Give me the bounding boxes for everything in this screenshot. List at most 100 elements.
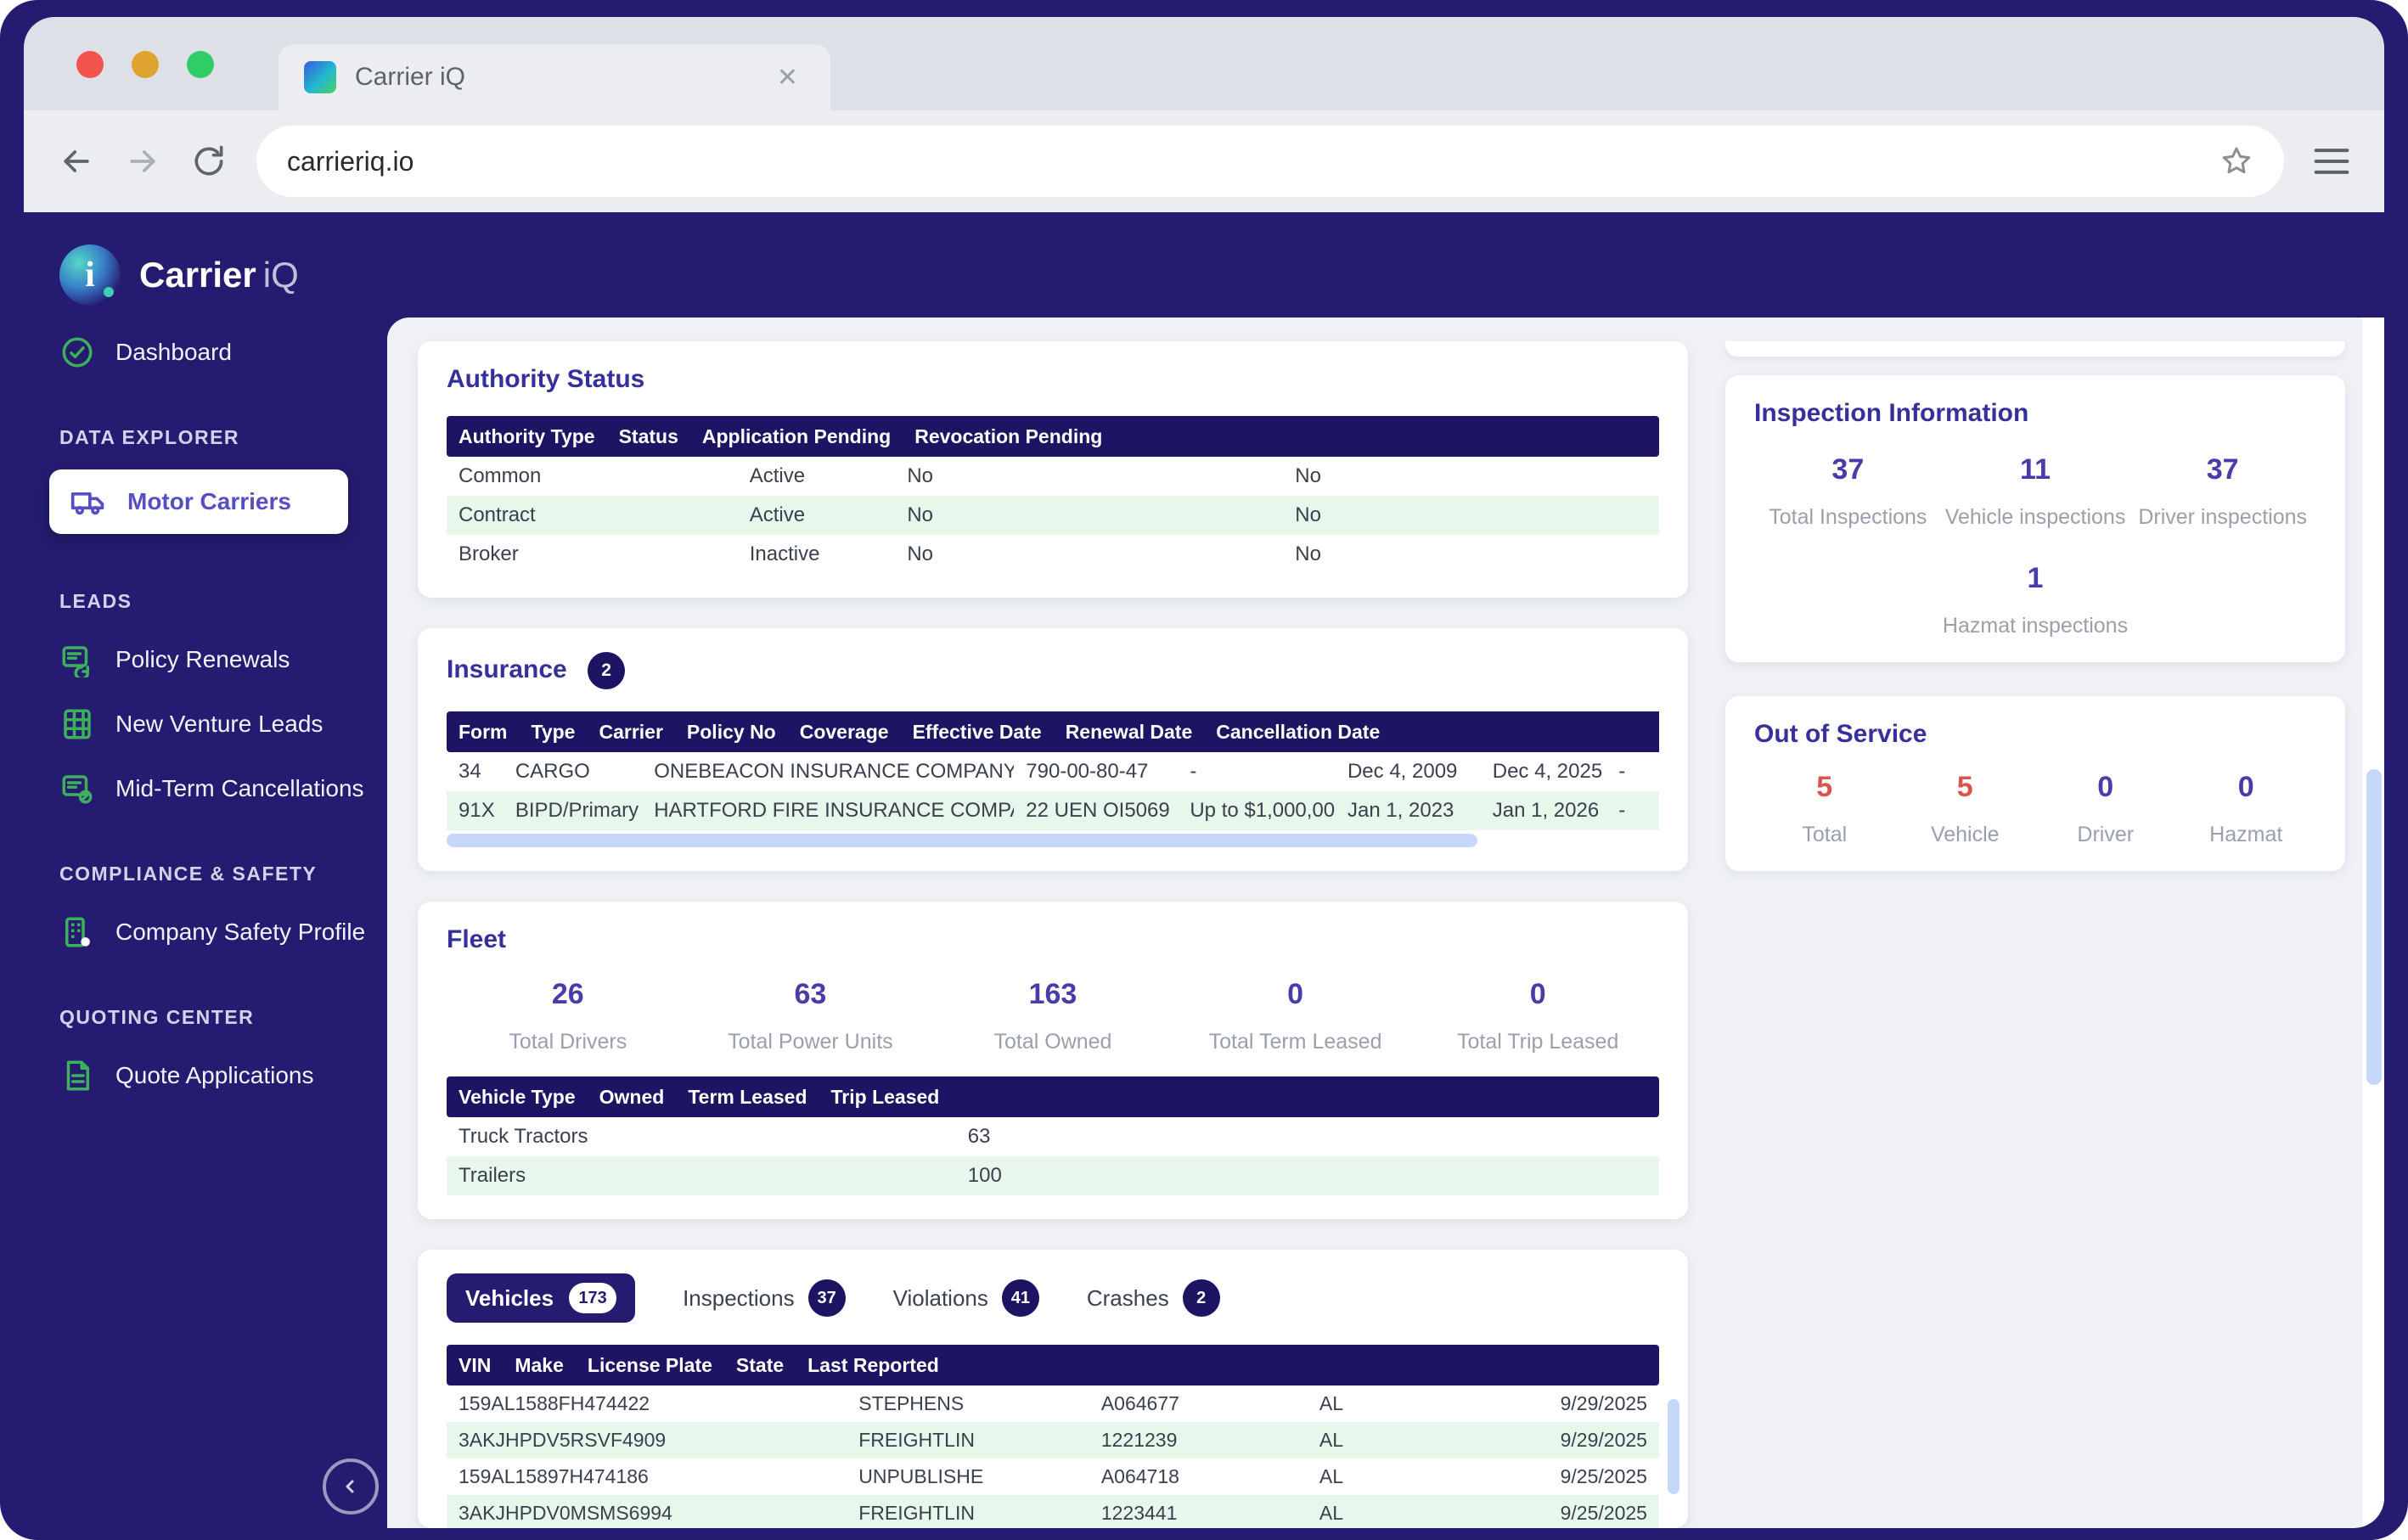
reload-icon[interactable] bbox=[190, 143, 228, 180]
sidebar-item-mid-term-cancellations[interactable]: Mid-Term Cancellations bbox=[59, 771, 387, 807]
table-header-cell: Application Pending bbox=[690, 425, 903, 448]
browser-tab[interactable]: Carrier iQ ✕ bbox=[278, 44, 830, 110]
table-cell: Jan 1, 2023 bbox=[1336, 799, 1481, 823]
table-cell: 159AL1588FH474422 bbox=[447, 1392, 847, 1415]
tab-inspections[interactable]: Inspections 37 bbox=[683, 1279, 846, 1317]
table-cell: 9/25/2025 bbox=[1489, 1465, 1659, 1488]
table-cell: No bbox=[895, 542, 1283, 566]
tab-title: Carrier iQ bbox=[355, 63, 770, 92]
stat-value: 0 bbox=[2176, 771, 2317, 804]
table-cell: Common bbox=[447, 464, 738, 488]
table-cell: CARGO bbox=[504, 760, 642, 784]
url-text: carrieriq.io bbox=[287, 146, 2220, 177]
insurance-table: FormTypeCarrierPolicy NoCoverageEffectiv… bbox=[447, 711, 1659, 830]
brand: i CarrieriQ bbox=[59, 244, 387, 306]
table-row: Truck Tractors 63 bbox=[447, 1117, 1659, 1156]
table-cell: UNPUBLISHE bbox=[847, 1465, 1089, 1488]
table-header-cell: Form bbox=[447, 721, 520, 744]
back-icon[interactable] bbox=[58, 143, 95, 180]
table-header-cell: Coverage bbox=[788, 721, 901, 744]
sidebar-item-company-safety-profile[interactable]: Company Safety Profile bbox=[59, 914, 387, 950]
insurance-table-viewport: FormTypeCarrierPolicy NoCoverageEffectiv… bbox=[447, 689, 1659, 830]
carrier-iq-app: i CarrieriQ Dashboard DATA EXPLORER Moto… bbox=[24, 212, 2384, 1528]
stat-value: 26 bbox=[447, 978, 689, 1011]
table-cell: Broker bbox=[447, 542, 738, 566]
stat-label: Total Term Leased bbox=[1174, 1030, 1417, 1054]
authority-status-table: Authority TypeStatusApplication PendingR… bbox=[447, 416, 1659, 574]
stat-block: 26 Total Drivers bbox=[447, 978, 689, 1054]
inspection-stats: 37 Total Inspections 11 Vehicle inspecti… bbox=[1754, 453, 2316, 530]
table-cell: No bbox=[1283, 464, 1659, 488]
table-header-cell: Term Leased bbox=[676, 1086, 819, 1109]
stat-label: Driver inspections bbox=[2129, 505, 2316, 530]
stat-label: Total Drivers bbox=[447, 1030, 689, 1054]
grid-table-icon bbox=[59, 706, 95, 742]
bookmark-star-icon[interactable] bbox=[2220, 144, 2253, 178]
table-cell: 790-00-80-47 bbox=[1014, 760, 1178, 784]
table-cell: FREIGHTLIN bbox=[847, 1502, 1089, 1525]
table-cell: 159AL15897H474186 bbox=[447, 1465, 847, 1488]
table-header-cell: Last Reported bbox=[796, 1354, 951, 1377]
table-body: Truck Tractors 63 Trailers 100 bbox=[447, 1117, 1659, 1195]
right-column: Inspection Information 37 Total Inspecti… bbox=[1725, 341, 2345, 1528]
sidebar-item-dashboard[interactable]: Dashboard bbox=[59, 334, 387, 370]
table-cell: FREIGHTLIN bbox=[847, 1429, 1089, 1452]
insurance-title: Insurance bbox=[447, 655, 567, 683]
table-cell: ONEBEACON INSURANCE COMPANY bbox=[642, 760, 1014, 784]
sidebar-heading-data-explorer: DATA EXPLORER bbox=[59, 426, 387, 449]
table-cell: No bbox=[1283, 503, 1659, 527]
stat-block: 63 Total Power Units bbox=[689, 978, 932, 1054]
sidebar-item-quote-applications[interactable]: Quote Applications bbox=[59, 1058, 387, 1093]
tab-count-badge: 173 bbox=[569, 1283, 616, 1313]
table-row: Broker Inactive No No bbox=[447, 535, 1659, 574]
table-header-row: Vehicle TypeOwnedTerm LeasedTrip Leased bbox=[447, 1076, 1659, 1117]
tab-count-badge: 2 bbox=[1183, 1279, 1220, 1317]
stat-block: 5 Vehicle bbox=[1895, 771, 2036, 847]
table-header-cell: Authority Type bbox=[447, 425, 607, 448]
stat-value: 163 bbox=[931, 978, 1174, 1011]
sidebar-item-policy-renewals[interactable]: Policy Renewals bbox=[59, 642, 387, 677]
maximize-window-button[interactable] bbox=[187, 51, 214, 78]
table-cell: 9/25/2025 bbox=[1489, 1502, 1659, 1525]
table-header-cell: Status bbox=[607, 425, 690, 448]
table-header-row: Authority TypeStatusApplication PendingR… bbox=[447, 416, 1659, 457]
sidebar-item-label: Policy Renewals bbox=[115, 646, 290, 673]
close-window-button[interactable] bbox=[76, 51, 104, 78]
sidebar-item-label: Motor Carriers bbox=[127, 488, 291, 515]
table-row: 3AKJHPDV0MSMS6994 FREIGHTLIN 1223441 AL … bbox=[447, 1495, 1659, 1528]
table-cell: - bbox=[1606, 760, 1659, 784]
sidebar-heading-compliance-safety: COMPLIANCE & SAFETY bbox=[59, 863, 387, 885]
vertical-scrollbar-thumb[interactable] bbox=[2366, 769, 2382, 1085]
table-cell: Trailers bbox=[447, 1164, 956, 1188]
table-cell: Active bbox=[738, 503, 896, 527]
table-cell: 63 bbox=[956, 1125, 1199, 1149]
stat-block: 163 Total Owned bbox=[931, 978, 1174, 1054]
table-row: 34 CARGO ONEBEACON INSURANCE COMPANY 790… bbox=[447, 752, 1659, 791]
minimize-window-button[interactable] bbox=[132, 51, 159, 78]
table-header-cell: Revocation Pending bbox=[903, 425, 1114, 448]
sidebar-item-label: Dashboard bbox=[115, 339, 232, 366]
vehicles-table-scrollbar[interactable] bbox=[1668, 1399, 1679, 1494]
table-cell: 9/29/2025 bbox=[1489, 1392, 1659, 1415]
tab-vehicles[interactable]: Vehicles 173 bbox=[447, 1273, 635, 1323]
tab-crashes[interactable]: Crashes 2 bbox=[1087, 1279, 1220, 1317]
table-cell: Jan 1, 2026 bbox=[1481, 799, 1607, 823]
stat-block: 37 Driver inspections bbox=[2129, 453, 2316, 530]
table-cell: No bbox=[895, 464, 1283, 488]
vertical-scrollbar-track[interactable] bbox=[2362, 318, 2384, 1528]
sidebar-collapse-button[interactable] bbox=[323, 1459, 379, 1515]
forward-icon[interactable] bbox=[124, 143, 161, 180]
tab-close-icon[interactable]: ✕ bbox=[770, 59, 805, 96]
truck-icon bbox=[70, 483, 107, 520]
tab-violations[interactable]: Violations 41 bbox=[893, 1279, 1039, 1317]
horizontal-scrollbar[interactable] bbox=[447, 834, 1477, 847]
table-cell: - bbox=[1606, 799, 1659, 823]
sidebar-item-new-venture-leads[interactable]: New Venture Leads bbox=[59, 706, 387, 742]
address-bar[interactable]: carrieriq.io bbox=[256, 126, 2284, 197]
sidebar-item-motor-carriers[interactable]: Motor Carriers bbox=[49, 469, 348, 534]
tab-label: Violations bbox=[893, 1285, 988, 1312]
menu-icon[interactable] bbox=[2313, 147, 2350, 176]
table-header-cell: Renewal Date bbox=[1054, 721, 1205, 744]
tab-strip: Carrier iQ ✕ bbox=[24, 17, 2384, 110]
table-cell: BIPD/Primary bbox=[504, 799, 642, 823]
